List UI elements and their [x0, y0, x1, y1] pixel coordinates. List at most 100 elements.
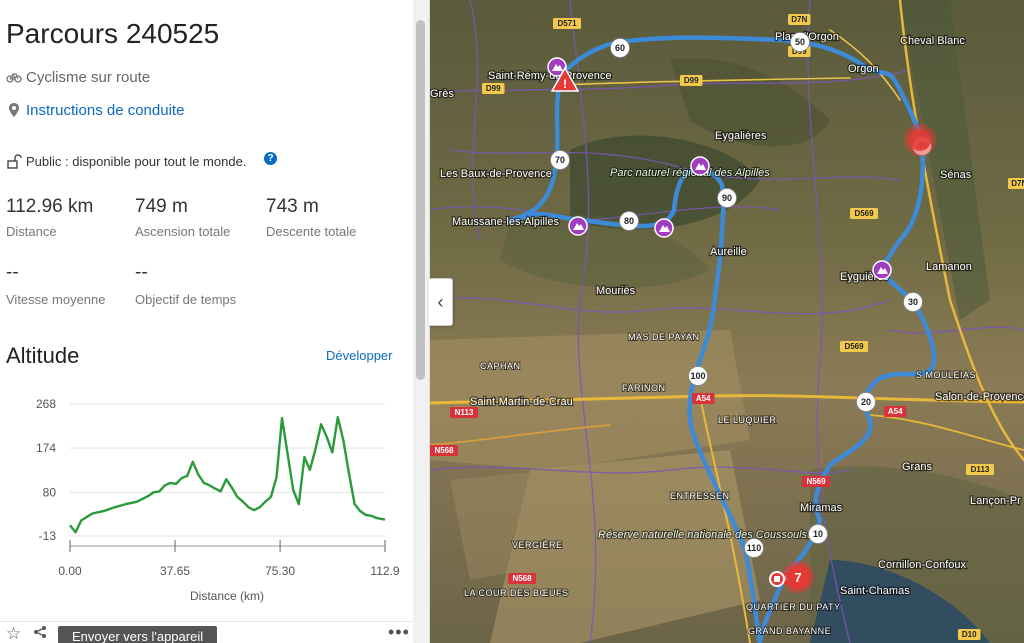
km-marker-badge[interactable]: [744, 538, 764, 558]
km-marker[interactable]: 80: [619, 211, 639, 231]
km-marker[interactable]: 30: [903, 292, 923, 312]
km-marker[interactable]: 110: [744, 538, 764, 558]
road-tag-label: D569: [854, 209, 874, 218]
privacy-status: Public : disponible pour tout le monde.: [26, 154, 247, 169]
elevation-section-title: Altitude: [6, 343, 80, 368]
road-tag-label: N568: [434, 446, 454, 455]
place-label: Maussane-les-Alpilles: [452, 216, 559, 228]
mountain-icon: [877, 267, 888, 274]
km-marker[interactable]: 10: [808, 524, 828, 544]
route-details-panel: Parcours 240525 Cyclisme sur route Instr…: [0, 0, 430, 643]
activity-type: Cyclisme sur route: [26, 69, 151, 86]
driving-directions-link[interactable]: Instructions de conduite: [26, 102, 185, 119]
place-label: GRAND BAYANNE: [748, 626, 831, 636]
place-label: QUARTIER DU PATY: [746, 602, 841, 612]
road-tag: D7N: [788, 14, 811, 25]
hotspot-marker-core[interactable]: [909, 129, 931, 151]
place-label: CAPHAN: [480, 361, 521, 371]
place-label: Saint-Martin-de-Crau: [470, 396, 573, 408]
road-tag-bg: [680, 75, 703, 86]
total-ascent-value: 749 m: [135, 196, 188, 217]
km-marker-label: 100: [690, 371, 705, 381]
km-marker[interactable]: 50: [790, 32, 810, 52]
distance-label: Distance: [6, 224, 57, 239]
warning-icon[interactable]: !: [550, 66, 580, 92]
road-tag-label: N568: [512, 574, 532, 583]
road-tag: N568: [430, 445, 458, 456]
climb-markers: [547, 57, 892, 280]
place-label: Cheval Blanc: [900, 35, 965, 47]
route-title: Parcours 240525: [6, 18, 220, 49]
km-marker-badge[interactable]: [903, 292, 923, 312]
help-icon[interactable]: ?: [264, 152, 277, 165]
km-marker-badge[interactable]: [856, 392, 876, 412]
road-tag-bg: [884, 406, 907, 417]
km-marker-badge[interactable]: [610, 38, 630, 58]
climb-icon[interactable]: [690, 156, 710, 176]
km-marker-badge[interactable]: [717, 188, 737, 208]
km-marker[interactable]: 100: [688, 366, 708, 386]
road-tag-bg: [958, 629, 981, 640]
road-tag-label: D571: [557, 19, 577, 28]
road-tag-label: D99: [486, 84, 501, 93]
total-ascent-label: Ascension totale: [135, 224, 231, 239]
more-icon[interactable]: •••: [388, 622, 410, 642]
chart-x-axis-label: Distance (km): [190, 589, 264, 603]
start-marker[interactable]: [769, 571, 785, 587]
chart-y-tick-label: 268: [36, 397, 56, 411]
road-tag-bg: [553, 18, 581, 29]
km-marker-badge[interactable]: [790, 32, 810, 52]
km-marker[interactable]: 90: [717, 188, 737, 208]
km-marker-badge[interactable]: [619, 211, 639, 231]
road-tag: D569: [840, 341, 868, 352]
climb-icon[interactable]: [872, 260, 892, 280]
place-label: Lamanon: [926, 261, 972, 273]
segment-cluster-marker[interactable]: 7: [782, 561, 814, 593]
mountain-icon: [552, 64, 563, 71]
road-tag-bg: [1008, 178, 1024, 189]
distance-value: 112.96 km: [6, 196, 94, 217]
share-icon[interactable]: [33, 624, 47, 643]
km-marker[interactable]: 60: [610, 38, 630, 58]
map-view[interactable]: Saint-Rémy-de-Provence Plan d'Orgon Chev…: [430, 0, 1024, 643]
km-marker-badge[interactable]: [688, 366, 708, 386]
send-to-device-button[interactable]: Envoyer vers l'appareil: [58, 626, 218, 643]
km-marker-badge[interactable]: [550, 150, 570, 170]
collapse-panel-button[interactable]: ‹: [429, 278, 453, 326]
km-marker[interactable]: 20: [856, 392, 876, 412]
road-tag-label: N113: [455, 408, 474, 417]
km-marker-label: 80: [624, 216, 634, 226]
chart-y-tick-label: 174: [36, 441, 56, 455]
chart-x-tick-label: 75.30: [265, 564, 295, 578]
km-marker-badge[interactable]: [808, 524, 828, 544]
elevation-chart: 268 174 80 -13 0.00 37.65 75.30 112.9 Distance…: [36, 397, 400, 603]
place-label: Saint-Chamas: [840, 585, 910, 597]
climb-icon[interactable]: [654, 218, 674, 238]
km-marker[interactable]: 70: [550, 150, 570, 170]
star-icon[interactable]: ☆: [6, 624, 22, 643]
km-marker-label: 90: [722, 193, 732, 203]
place-label: LA COUR DES BŒUFS: [464, 588, 569, 598]
road-tag-bg: [788, 14, 811, 25]
place-label: Les Baux-de-Provence: [440, 168, 552, 180]
road-tag: D99: [482, 83, 505, 94]
park-label: Réserve naturelle nationale des Coussoul…: [598, 529, 816, 541]
road-tag-label: D7N: [791, 15, 807, 24]
place-label: MAS DE PAYAN: [628, 332, 700, 342]
climb-icon[interactable]: [547, 57, 567, 77]
scrollbar-thumb[interactable]: [416, 20, 425, 380]
average-speed-value: --: [6, 262, 19, 283]
satellite-map[interactable]: Saint-Rémy-de-Provence Plan d'Orgon Chev…: [430, 0, 1024, 643]
road-tag: D113: [966, 464, 994, 475]
road-tag: D571: [553, 18, 581, 29]
mountain-icon: [695, 163, 706, 170]
panel-scrollbar[interactable]: [413, 0, 429, 643]
road-tag: N569: [802, 476, 830, 487]
total-descent-label: Descente totale: [266, 224, 357, 239]
place-label: Salon-de-Provence: [935, 391, 1024, 403]
km-marker-label: 110: [747, 543, 762, 553]
road-tag: D10: [958, 629, 981, 640]
climb-icon[interactable]: [568, 216, 588, 236]
road-tag-label: D113: [971, 465, 990, 474]
expand-elevation-link[interactable]: Développer: [326, 348, 393, 363]
